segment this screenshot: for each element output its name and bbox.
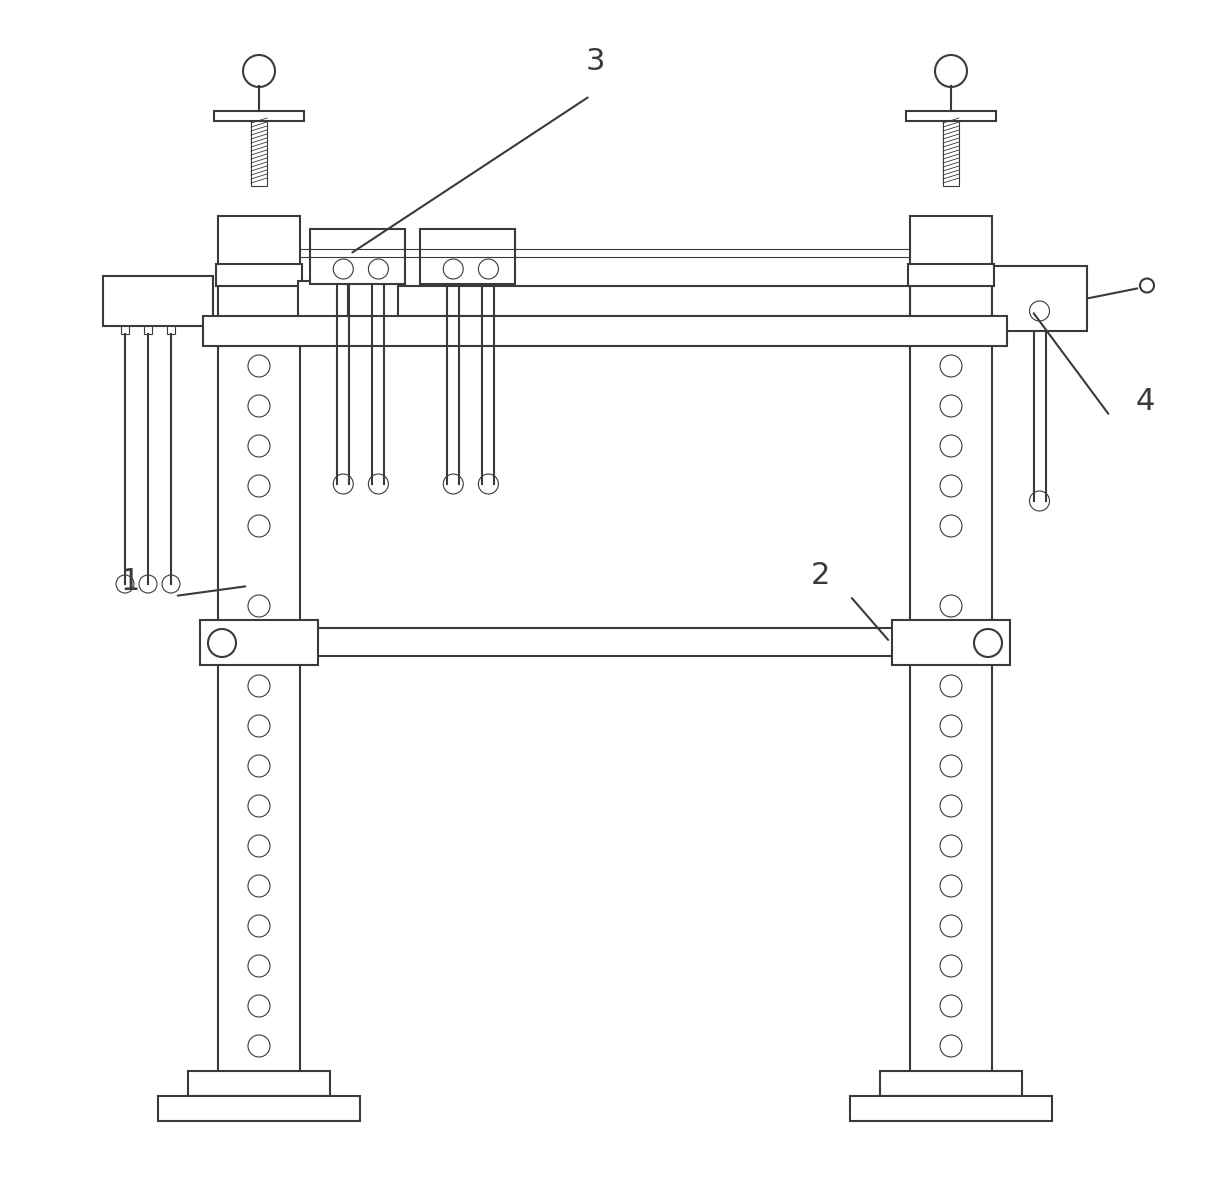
Bar bbox=[943, 121, 958, 186]
Circle shape bbox=[479, 259, 498, 279]
Bar bbox=[144, 326, 151, 334]
Circle shape bbox=[116, 575, 134, 593]
Circle shape bbox=[248, 595, 270, 617]
Bar bbox=[300, 629, 910, 656]
Circle shape bbox=[248, 435, 270, 457]
Bar bbox=[200, 620, 317, 665]
Circle shape bbox=[248, 995, 270, 1018]
Bar bbox=[310, 229, 405, 283]
Circle shape bbox=[248, 835, 270, 857]
Circle shape bbox=[243, 55, 275, 87]
Circle shape bbox=[248, 715, 270, 737]
Circle shape bbox=[369, 474, 388, 495]
Bar bbox=[906, 111, 996, 121]
Text: 2: 2 bbox=[811, 561, 830, 591]
Circle shape bbox=[248, 675, 270, 697]
Bar bbox=[216, 264, 302, 286]
Circle shape bbox=[443, 259, 463, 279]
Bar bbox=[214, 111, 304, 121]
Circle shape bbox=[248, 875, 270, 897]
Circle shape bbox=[940, 955, 962, 977]
Bar bbox=[219, 216, 300, 1086]
Circle shape bbox=[940, 515, 962, 537]
Circle shape bbox=[940, 916, 962, 937]
Bar bbox=[121, 326, 129, 334]
Circle shape bbox=[248, 1035, 270, 1057]
Text: 1: 1 bbox=[121, 567, 139, 595]
Circle shape bbox=[935, 55, 967, 87]
Bar bbox=[420, 229, 515, 283]
Circle shape bbox=[248, 395, 270, 417]
Circle shape bbox=[1029, 491, 1050, 511]
Circle shape bbox=[940, 755, 962, 777]
Bar bbox=[300, 286, 910, 315]
Circle shape bbox=[940, 476, 962, 497]
Bar bbox=[880, 1071, 1022, 1096]
Circle shape bbox=[940, 995, 962, 1018]
Circle shape bbox=[940, 395, 962, 417]
Circle shape bbox=[248, 955, 270, 977]
Circle shape bbox=[248, 755, 270, 777]
Circle shape bbox=[940, 675, 962, 697]
Circle shape bbox=[1140, 279, 1154, 293]
Bar bbox=[103, 276, 212, 326]
Bar bbox=[167, 326, 175, 334]
Bar bbox=[158, 1096, 360, 1121]
Bar bbox=[188, 1071, 330, 1096]
Text: 4: 4 bbox=[1136, 387, 1155, 415]
Circle shape bbox=[248, 476, 270, 497]
Circle shape bbox=[940, 435, 962, 457]
Circle shape bbox=[139, 575, 158, 593]
Bar bbox=[348, 281, 398, 321]
Bar bbox=[203, 315, 1007, 346]
Circle shape bbox=[940, 1035, 962, 1057]
Bar bbox=[252, 121, 267, 186]
Circle shape bbox=[940, 795, 962, 817]
Circle shape bbox=[333, 259, 353, 279]
Bar bbox=[908, 264, 994, 286]
Circle shape bbox=[1029, 301, 1050, 321]
Circle shape bbox=[940, 875, 962, 897]
Circle shape bbox=[333, 474, 353, 495]
Circle shape bbox=[248, 916, 270, 937]
Circle shape bbox=[940, 715, 962, 737]
Circle shape bbox=[248, 515, 270, 537]
Circle shape bbox=[208, 629, 236, 657]
Circle shape bbox=[443, 474, 463, 495]
Circle shape bbox=[940, 595, 962, 617]
Circle shape bbox=[974, 629, 1002, 657]
Circle shape bbox=[248, 795, 270, 817]
Circle shape bbox=[369, 259, 388, 279]
Bar bbox=[298, 281, 348, 321]
Circle shape bbox=[479, 474, 498, 495]
Text: 3: 3 bbox=[585, 46, 604, 76]
Circle shape bbox=[940, 355, 962, 377]
Circle shape bbox=[248, 355, 270, 377]
Circle shape bbox=[162, 575, 179, 593]
Bar bbox=[910, 216, 991, 1086]
Circle shape bbox=[940, 835, 962, 857]
Bar bbox=[850, 1096, 1053, 1121]
Bar bbox=[893, 620, 1010, 665]
Bar bbox=[991, 266, 1087, 331]
